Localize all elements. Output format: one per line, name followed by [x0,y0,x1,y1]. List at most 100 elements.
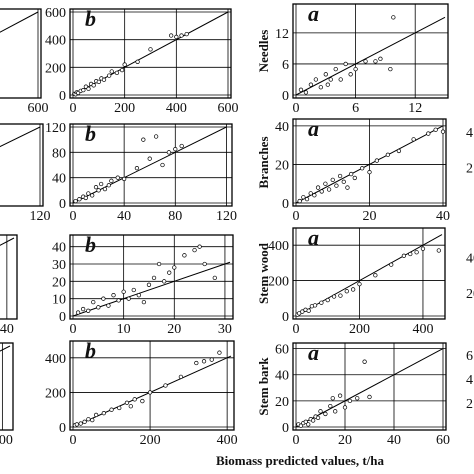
point [182,253,187,258]
point [93,412,99,418]
point [114,70,120,76]
point [323,72,328,77]
point [132,397,137,402]
point [367,169,372,175]
point [315,415,321,421]
point [131,287,136,293]
point [338,293,343,298]
plot-frame [69,234,234,320]
y-tick-label: 4 [466,373,473,388]
point [426,131,431,136]
point [318,85,323,90]
x-tick-label: 200 [349,322,370,337]
panel: 0 6 12 0 6 12 a Needles [256,1,449,116]
point [126,296,131,301]
point [202,261,207,267]
point [338,77,343,82]
panel-label: a [308,116,319,141]
point [414,250,419,255]
point [134,166,140,171]
point [315,185,321,190]
point [173,147,178,152]
point [347,398,353,404]
x-tick-label: 0 [293,101,300,116]
y-tick-label: 0 [59,197,66,212]
x-tick-label: 0 [70,322,77,337]
point [308,191,313,196]
plot-frame [0,8,42,99]
point [345,185,350,190]
point [86,86,91,91]
x-tick-label: 0 [293,433,300,448]
point [209,357,214,362]
point [312,303,318,308]
panel: 0 200 400 600 0 200 400 600 b [45,6,239,116]
x-tick-label: 200 [114,101,135,116]
y-tick-label: 20 [275,395,289,410]
panel-label: b [85,338,96,363]
point [194,360,199,366]
point [319,189,324,194]
point [106,183,111,188]
point [169,33,174,38]
panel-label: a [308,1,319,26]
x-tick-label: 20 [338,433,352,448]
point [179,33,184,38]
point [119,67,125,73]
plot-frame [0,234,18,320]
point [107,73,112,78]
plot-frame [69,123,233,207]
x-tick-label: 400 [0,433,13,448]
point [86,191,91,196]
panel: 0 20 40 0 20 40 a Branches [256,116,450,224]
point [301,195,306,200]
point [363,59,368,64]
point [109,69,114,74]
y-tick-label: 40 [466,252,474,267]
y-tick-label: 40 [275,369,289,384]
point [362,359,367,364]
x-axis-title: Biomass predicted values, t/ha [216,453,385,468]
panel-label: b [85,6,96,31]
point [312,193,317,198]
point [160,162,165,168]
point [385,152,391,157]
y-tick-label: 20 [275,158,289,173]
panel: 0 200 400 0 200 400 a Stem wood [256,225,446,337]
panel: 600 [0,8,49,116]
point [91,83,96,88]
plot-frame [0,342,14,431]
point [86,417,91,422]
point [342,405,348,410]
point [330,177,335,183]
point [357,281,362,287]
x-tick-label: 60 [436,433,450,448]
one-to-one-line [0,126,41,148]
point [337,393,343,398]
point [86,308,91,313]
point [298,87,304,92]
point [325,297,330,303]
y-tick-label: 40 [275,120,289,135]
one-to-one-line [72,126,227,204]
y-tick-label: 80 [52,146,66,161]
panel: 400 [0,342,14,448]
y-tick-label: 0 [282,197,289,212]
point [81,88,86,93]
x-tick-label: 6 [352,101,359,116]
point [378,56,383,61]
point [373,59,378,64]
point [333,66,338,72]
plot-frame [292,227,446,320]
point [388,66,393,72]
panel: 0 10 20 30 0 10 20 30 40 b [52,232,234,337]
point [153,134,159,139]
point [77,197,82,202]
y-tick-label: 0 [59,421,66,436]
point [140,398,145,404]
point [147,156,152,161]
point [217,350,222,355]
x-tick-label: 0 [70,433,77,448]
one-to-one-line [0,345,11,352]
